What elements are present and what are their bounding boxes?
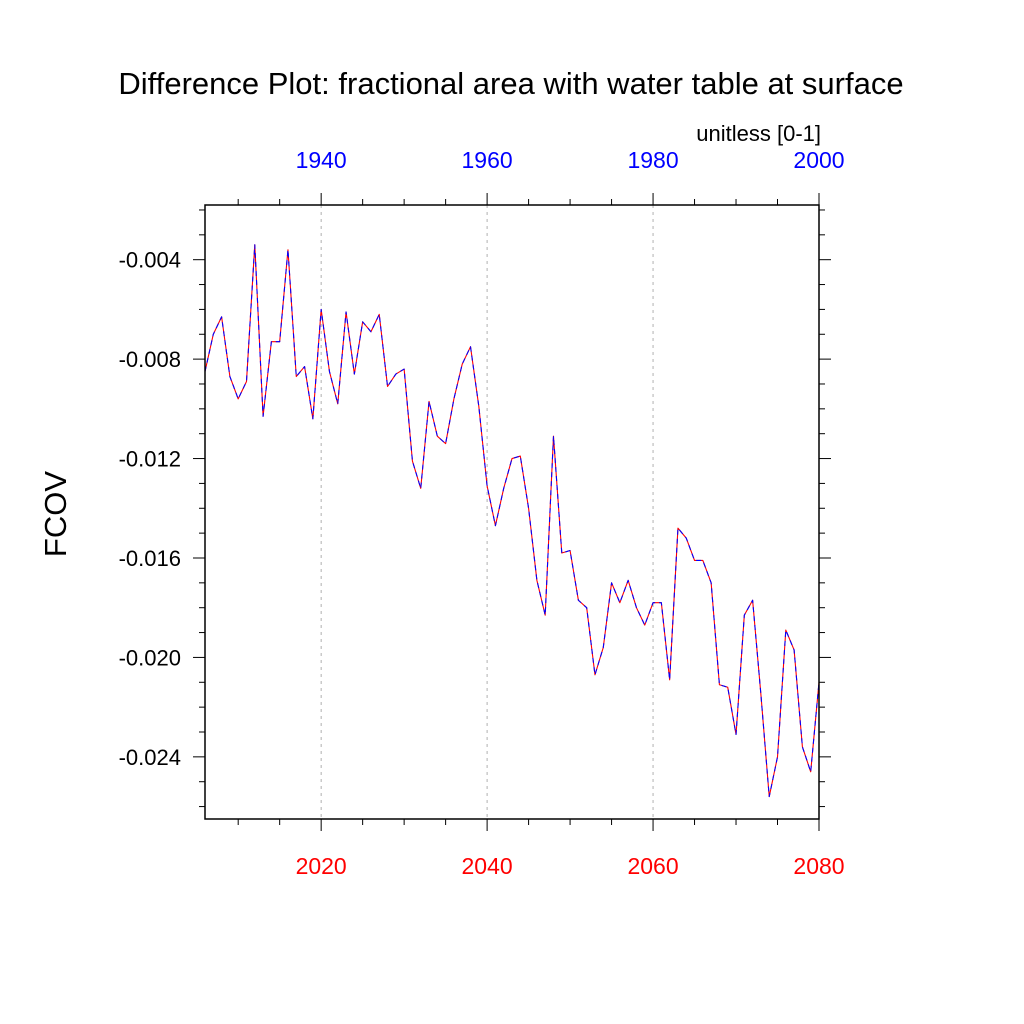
x-bottom-tick-label-2060: 2060: [627, 853, 678, 879]
series-line-blue: [204, 244, 820, 798]
x-top-tick-label-1940: 1940: [296, 147, 347, 173]
y-tick-label--0.004: -0.004: [119, 248, 181, 273]
axis-ticks: [193, 193, 831, 831]
y-axis-label: FCOV: [38, 471, 73, 557]
series-lines: [204, 244, 820, 798]
y-tick-label--0.016: -0.016: [119, 546, 181, 571]
x-bottom-tick-label-2080: 2080: [793, 853, 844, 879]
grid-lines: [320, 205, 654, 819]
tick-labels: -0.004 -0.008 -0.012 -0.016 -0.020 -0.024 2020…: [119, 147, 845, 879]
plot-frame: [204, 204, 820, 820]
y-tick-label--0.024: -0.024: [119, 745, 181, 770]
y-tick-label--0.012: -0.012: [119, 447, 181, 472]
x-top-tick-label-1980: 1980: [627, 147, 678, 173]
x-bottom-tick-label-2040: 2040: [462, 853, 513, 879]
chart-title: Difference Plot: fractional area with wa…: [118, 66, 903, 101]
x-top-tick-label-1960: 1960: [462, 147, 513, 173]
units-label: unitless [0-1]: [696, 121, 821, 146]
y-tick-label--0.020: -0.020: [119, 645, 181, 670]
x-bottom-tick-label-2020: 2020: [296, 853, 347, 879]
y-tick-label--0.008: -0.008: [119, 347, 181, 372]
series-line-red: [204, 244, 820, 798]
x-top-tick-label-2000: 2000: [793, 147, 844, 173]
